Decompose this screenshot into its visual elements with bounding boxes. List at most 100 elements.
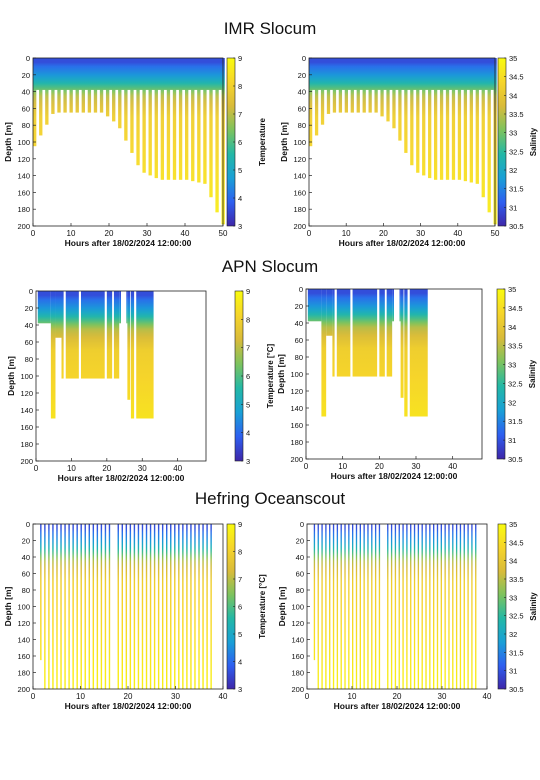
y-tick-label: 200 — [290, 455, 303, 464]
colorbar-tick-label: 31.5 — [509, 185, 524, 194]
y-axis-label: Depth [m] — [3, 587, 13, 627]
yo-profile — [332, 524, 335, 689]
x-tick-label: 50 — [219, 229, 228, 238]
y-tick-label: 160 — [17, 188, 30, 197]
yo-profile — [202, 524, 204, 689]
profile-column — [338, 58, 343, 113]
profile-column — [392, 58, 396, 129]
colorbar-tick-label: 5 — [238, 166, 242, 175]
profile-segment — [37, 291, 51, 324]
y-tick-label: 140 — [20, 406, 33, 415]
yo-profile — [80, 524, 82, 689]
profile-column — [57, 58, 61, 113]
profile-column — [75, 58, 79, 113]
colorbar — [496, 288, 506, 460]
y-tick-label: 120 — [20, 389, 33, 398]
y-tick-label: 160 — [20, 423, 33, 432]
colorbar-label: Salinity — [529, 592, 538, 621]
yo-profile — [125, 524, 128, 689]
y-tick-label: 80 — [25, 355, 33, 364]
colorbar-tick-label: 4 — [238, 658, 242, 667]
profile-segment — [321, 289, 327, 417]
x-tick-label: 30 — [438, 692, 447, 701]
data-gap — [112, 291, 114, 461]
colorbar-tick-label: 30.5 — [509, 222, 524, 231]
profile-column — [215, 58, 219, 213]
yo-profile — [429, 524, 431, 689]
y-tick-label: 20 — [22, 537, 30, 546]
yo-profile — [406, 524, 408, 689]
profile-column — [344, 58, 348, 113]
colorbar-tick-label: 3 — [238, 222, 242, 231]
yo-profile — [88, 524, 90, 689]
yo-profile — [387, 524, 389, 689]
yo-profile — [459, 524, 462, 689]
profile-column — [445, 58, 450, 180]
yo-profile — [133, 524, 136, 689]
colorbar-tick-label: 32.5 — [509, 147, 524, 156]
yo-profile — [174, 524, 176, 689]
x-tick-label: 40 — [219, 692, 228, 701]
x-tick-label: 0 — [31, 229, 36, 238]
y-tick-label: 140 — [291, 636, 304, 645]
imr-salinity-plot: 0 10 20 30 40 50 0 20 40 60 80 100 120 140 160 180 200 Ho… — [279, 54, 538, 248]
profile-column — [386, 58, 390, 122]
yo-profile — [84, 524, 86, 689]
colorbar-tick-label: 9 — [246, 287, 250, 296]
profile-segment — [307, 289, 322, 322]
yo-profile — [452, 524, 454, 689]
yo-profile — [367, 524, 369, 689]
y-tick-label: 80 — [296, 586, 304, 595]
profile-segment — [50, 291, 56, 419]
y-tick-label: 0 — [26, 54, 30, 63]
x-tick-label: 0 — [31, 692, 36, 701]
yo-profile — [40, 524, 42, 661]
yo-profile — [440, 524, 442, 689]
y-tick-label: 20 — [298, 71, 306, 80]
colorbar-tick-label: 32 — [509, 630, 517, 639]
profile-column — [380, 58, 384, 117]
profile-segment — [332, 289, 393, 377]
profile-column — [433, 58, 438, 180]
yo-profile — [108, 524, 111, 689]
yo-profile — [72, 524, 74, 689]
profile-column — [87, 58, 92, 113]
colorbar-label: Temperature — [258, 118, 267, 166]
profile-column — [39, 58, 43, 136]
yo-profile — [363, 524, 365, 689]
yo-profile — [145, 524, 148, 689]
profile-column — [124, 58, 128, 141]
section-title-imr: IMR Slocum — [223, 19, 317, 38]
yo-profile — [410, 524, 412, 689]
y-tick-label: 180 — [17, 205, 30, 214]
colorbar-tick-label: 34.5 — [509, 73, 524, 82]
colorbar-tick-label: 34.5 — [508, 304, 523, 313]
colorbar-tick-label: 5 — [238, 630, 242, 639]
y-tick-label: 200 — [17, 685, 30, 694]
data-gap — [407, 289, 410, 459]
yo-profile — [161, 524, 164, 689]
y-tick-label: 60 — [25, 338, 33, 347]
x-axis-label: Hours after 18/02/2024 12:00:00 — [58, 473, 185, 483]
x-tick-label: 40 — [483, 692, 492, 701]
colorbar — [497, 57, 507, 227]
colorbar-tick-label: 32.5 — [508, 379, 523, 388]
colorbar-tick-label: 3 — [238, 685, 242, 694]
x-tick-label: 0 — [304, 462, 309, 471]
yo-profile — [170, 524, 172, 689]
yo-profile — [344, 524, 346, 689]
data-gap — [63, 291, 66, 461]
x-axis-label: Hours after 18/02/2024 12:00:00 — [334, 701, 461, 711]
y-tick-label: 200 — [20, 457, 33, 466]
y-tick-label: 0 — [29, 287, 33, 296]
yo-profile — [186, 524, 188, 689]
yo-profile — [325, 524, 327, 689]
y-tick-label: 140 — [290, 404, 303, 413]
y-tick-label: 60 — [298, 104, 306, 113]
colorbar-tick-label: 31 — [509, 203, 517, 212]
yo-profile — [378, 524, 381, 689]
y-tick-label: 100 — [293, 138, 306, 147]
x-tick-label: 0 — [307, 229, 312, 238]
colorbar-tick-label: 7 — [246, 344, 250, 353]
data-gap — [134, 291, 137, 461]
